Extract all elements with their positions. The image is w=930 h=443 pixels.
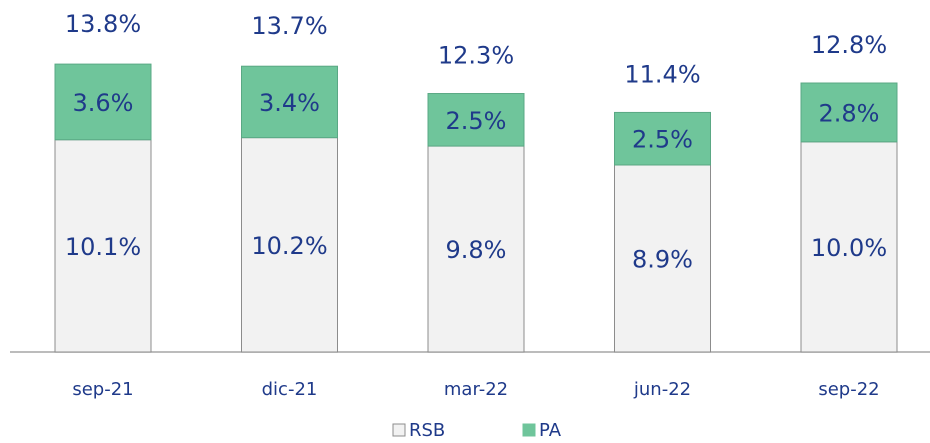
legend-swatch [392,423,406,437]
legend-swatch [522,423,536,437]
value-label: 8.9% [632,245,693,273]
bar-segment [614,111,711,166]
value-label: 10.2% [251,232,327,260]
value-label: 9.8% [446,236,507,264]
bar-segment [241,137,338,353]
total-label: 11.4% [624,60,700,88]
x-tick-label: sep-21 [72,379,133,400]
x-tick-label: sep-22 [818,379,879,400]
bar-segment [241,65,338,139]
legend-label: RSB [409,420,445,441]
value-label: 2.8% [819,99,880,127]
x-tick-label: dic-21 [262,379,318,400]
total-label: 13.8% [65,10,141,38]
bar-segment [614,164,711,353]
bar-segment [54,139,152,353]
bar-segment [800,141,898,353]
value-label: 2.5% [446,107,507,135]
total-label: 12.8% [811,31,887,59]
bar-segment [800,82,898,143]
legend-label: PA [539,420,562,441]
x-tick-label: jun-22 [633,379,691,400]
value-label: 3.4% [259,89,320,117]
total-label: 13.7% [251,12,327,40]
total-label: 12.3% [438,42,514,70]
value-label: 3.6% [73,89,134,117]
x-tick-label: mar-22 [444,379,508,400]
bar-segment [54,63,152,141]
value-label: 2.5% [632,126,693,154]
value-label: 10.0% [811,234,887,262]
value-label: 10.1% [65,233,141,261]
bar-segment [427,93,525,147]
bar-segment [427,145,525,353]
